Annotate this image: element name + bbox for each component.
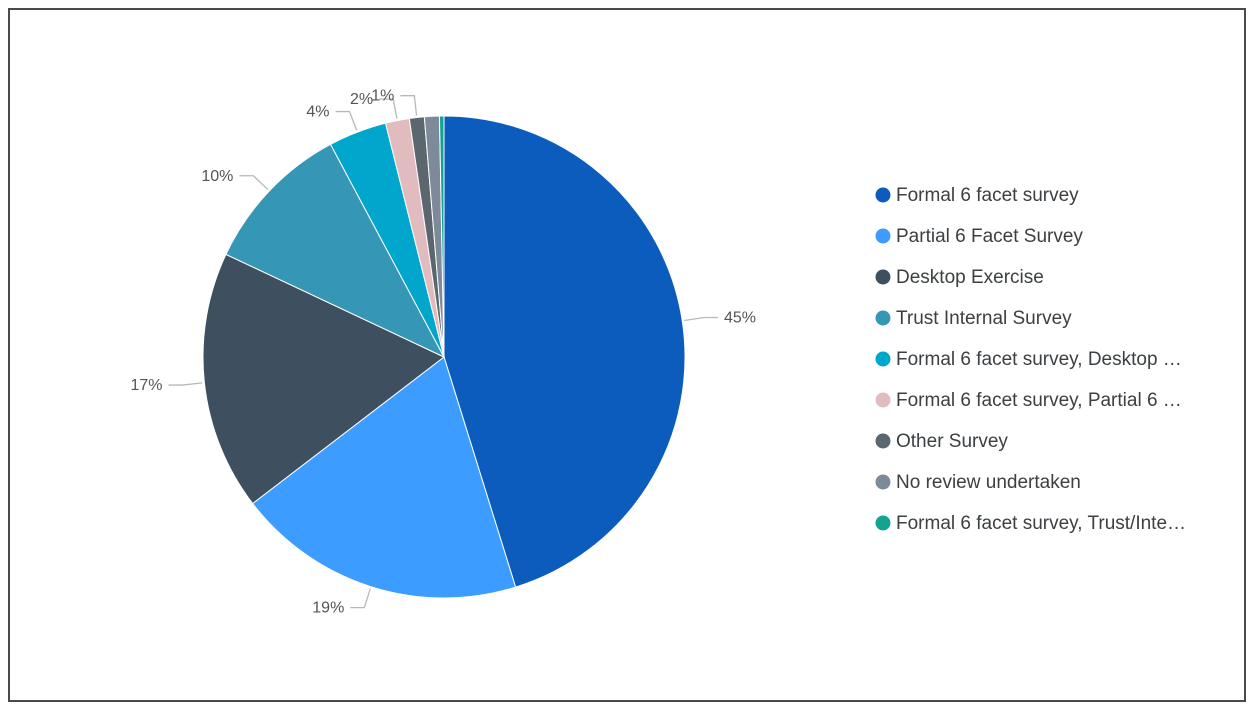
legend-item-other-survey[interactable]: Other Survey: [875, 431, 1009, 452]
legend-item-formal-6-facet-survey-partial-6[interactable]: Formal 6 facet survey, Partial 6 …: [875, 390, 1182, 411]
legend-label: Formal 6 facet survey, Trust/Inte…: [896, 513, 1186, 534]
pct-label-other-survey: 1%: [371, 88, 394, 105]
legend-swatch: [875, 187, 891, 203]
legend-swatch: [875, 392, 891, 408]
legend-label: Formal 6 facet survey, Partial 6 …: [896, 390, 1182, 411]
pie-slice-desktop-exercise[interactable]: [202, 253, 445, 505]
leader-line-formal-6-facet-survey-desktop: [335, 110, 358, 131]
leader-line-trust-internal-survey: [239, 175, 269, 191]
leader-line-desktop-exercise: [168, 382, 203, 386]
legend-swatch: [875, 351, 891, 367]
percentage-labels: 45% 19% 17% 10% 4% 2%1%: [130, 88, 756, 617]
legend-item-desktop-exercise[interactable]: Desktop Exercise: [875, 267, 1044, 288]
legend-label: Formal 6 facet survey: [896, 185, 1079, 206]
leader-line-partial-6-facet-survey: [350, 588, 371, 609]
legend-item-formal-6-facet-survey-desktop[interactable]: Formal 6 facet survey, Desktop …: [875, 349, 1182, 370]
pie-slice-trust-internal-survey[interactable]: [225, 143, 446, 359]
pct-label-formal-6-facet-survey-desktop: 4%: [306, 104, 329, 121]
pie-slice-partial-6-facet-survey[interactable]: [251, 356, 517, 599]
label-leader-lines: [168, 95, 719, 609]
legend-label: No review undertaken: [896, 472, 1081, 493]
pct-label-partial-6-facet-survey: 19%: [312, 600, 344, 617]
legend-swatch: [875, 474, 891, 490]
pct-label-formal-6-facet-survey: 45%: [724, 309, 756, 326]
legend-label: Desktop Exercise: [896, 267, 1044, 288]
legend-label: Formal 6 facet survey, Desktop …: [896, 349, 1182, 370]
legend-swatch: [875, 228, 891, 244]
leader-line-formal-6-facet-survey-partial-6: [379, 98, 398, 119]
legend: Formal 6 facet survey Partial 6 Facet Sur…: [875, 185, 1187, 534]
legend-item-partial-6-facet-survey[interactable]: Partial 6 Facet Survey: [875, 226, 1084, 247]
legend-swatch: [875, 433, 891, 449]
legend-item-formal-6-facet-survey-trust-inte[interactable]: Formal 6 facet survey, Trust/Inte…: [875, 513, 1187, 534]
legend-label: Trust Internal Survey: [896, 308, 1072, 329]
pie-slice-formal-6-facet-survey-trust-inte[interactable]: [438, 115, 445, 358]
pct-label-trust-internal-survey: 10%: [201, 168, 233, 185]
legend-swatch: [875, 515, 891, 531]
legend-label: Other Survey: [896, 431, 1008, 452]
pie-slices: [202, 115, 686, 599]
pie-slice-formal-6-facet-survey[interactable]: [443, 115, 686, 588]
legend-item-no-review-undertaken[interactable]: No review undertaken: [875, 472, 1081, 493]
legend-label: Partial 6 Facet Survey: [896, 226, 1083, 247]
pct-label-desktop-exercise: 17%: [130, 377, 162, 394]
legend-swatch: [875, 310, 891, 326]
leader-line-other-survey: [400, 95, 418, 116]
legend-swatch: [875, 269, 891, 285]
pct-label-formal-6-facet-survey-partial-6: 2%: [350, 91, 373, 108]
legend-item-formal-6-facet-survey[interactable]: Formal 6 facet survey: [875, 185, 1080, 206]
leader-line-formal-6-facet-survey: [684, 316, 719, 322]
legend-item-trust-internal-survey[interactable]: Trust Internal Survey: [875, 308, 1073, 329]
